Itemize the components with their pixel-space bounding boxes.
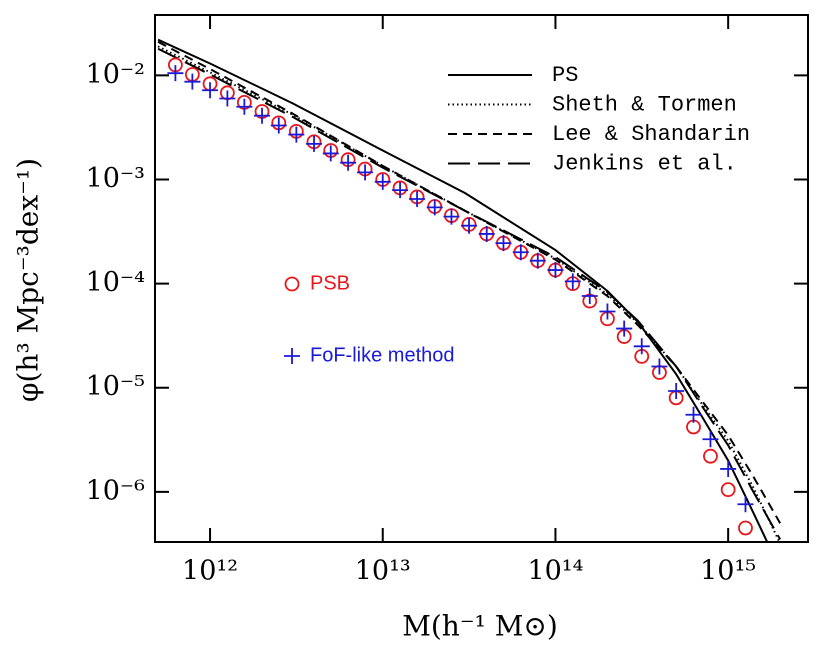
point <box>357 164 374 181</box>
legend-label: PSB <box>310 272 350 294</box>
point <box>564 273 581 290</box>
x-axis-label: M(h⁻¹ M⊙) <box>402 610 558 643</box>
point <box>547 262 564 279</box>
point <box>461 217 478 234</box>
y-axis-label: φ(h³ Mpc⁻³dex⁻¹) <box>12 158 45 402</box>
point <box>651 358 668 375</box>
point <box>703 448 718 464</box>
point <box>633 338 650 355</box>
point <box>322 145 339 162</box>
point <box>668 383 685 400</box>
x-tick-label: 10¹³ <box>355 556 411 587</box>
lines <box>157 38 782 542</box>
legend-label: Jenkins et al. <box>552 151 737 176</box>
point <box>236 98 253 115</box>
point <box>737 496 754 513</box>
point <box>167 65 184 82</box>
point <box>184 73 201 90</box>
point <box>529 252 546 269</box>
line <box>157 47 782 540</box>
x-tick-label: 10¹² <box>182 556 238 587</box>
point <box>599 303 616 320</box>
y-tick-label: 10⁻⁶ <box>86 475 146 506</box>
legend-label: FoF-like method <box>310 344 455 366</box>
line <box>157 38 769 542</box>
point <box>374 173 391 190</box>
point <box>306 135 323 152</box>
point <box>720 482 736 498</box>
y-tick-label: 10⁻⁴ <box>86 267 145 298</box>
x-tick-label: 10¹⁴ <box>527 556 583 587</box>
point <box>254 107 271 124</box>
y-tick-label: 10⁻² <box>86 59 145 90</box>
line <box>157 45 781 542</box>
point <box>581 288 598 305</box>
point <box>685 406 702 423</box>
legend-label: Sheth & Tormen <box>552 92 737 117</box>
point <box>616 320 633 337</box>
legend-marker <box>284 276 300 292</box>
x-tick-label: 10¹⁵ <box>700 556 756 587</box>
point <box>512 244 529 261</box>
point <box>288 126 305 143</box>
point <box>340 154 357 171</box>
point <box>219 90 236 107</box>
point <box>495 235 512 252</box>
point <box>702 431 719 448</box>
point <box>738 520 753 536</box>
y-tick-label: 10⁻³ <box>86 163 145 194</box>
legend-label: PS <box>552 63 578 88</box>
legend-marker <box>284 348 300 364</box>
y-tick-label: 10⁻⁵ <box>86 371 145 402</box>
plot-frame <box>154 14 809 543</box>
point <box>478 225 495 242</box>
point <box>270 117 287 134</box>
point <box>392 182 409 199</box>
point <box>426 199 443 216</box>
point <box>443 208 460 225</box>
point <box>202 82 219 99</box>
line <box>157 40 781 524</box>
legend-label: Lee & Shandarin <box>552 122 750 147</box>
point <box>409 190 426 207</box>
point <box>720 460 737 477</box>
